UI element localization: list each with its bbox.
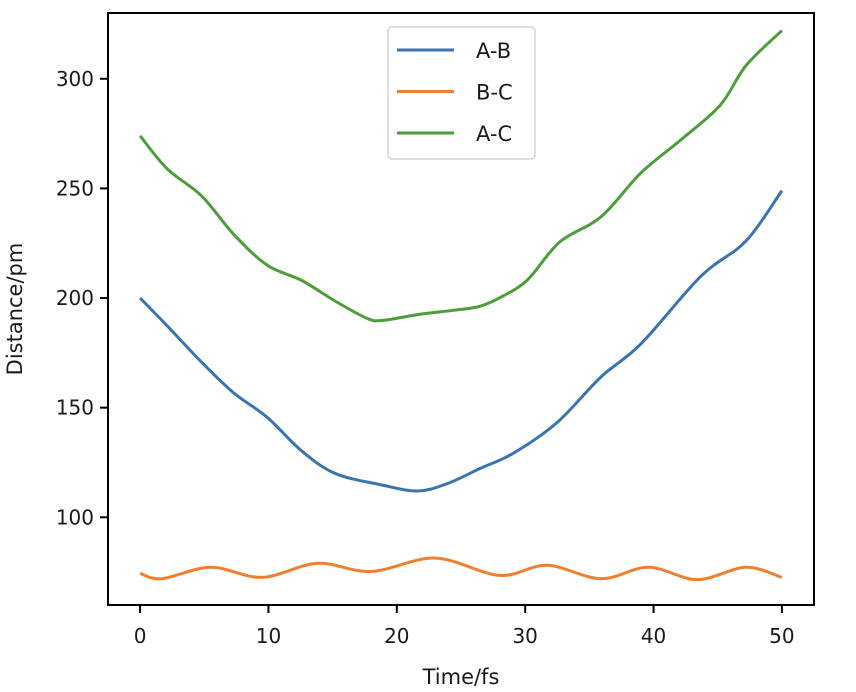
legend-label-b-c: B-C [476, 81, 513, 105]
x-tick-label: 30 [512, 624, 537, 648]
y-axis-label: Distance/pm [3, 243, 27, 376]
legend: A-B B-C A-C [387, 26, 536, 160]
x-tick-label: 10 [256, 624, 281, 648]
y-tick-label: 150 [56, 396, 94, 420]
x-tick-label: 40 [641, 624, 666, 648]
series-line-a-b [139, 189, 784, 493]
x-tick-label: 0 [134, 624, 147, 648]
series-line-a-c [138, 29, 783, 323]
y-tick-label: 250 [56, 176, 94, 200]
plot-lines [138, 29, 784, 582]
y-tick-label: 100 [56, 505, 94, 529]
series-line-b-c [139, 556, 783, 582]
x-tick-label: 50 [769, 624, 794, 648]
legend-label-a-c: A-C [476, 122, 512, 146]
y-axis: 100 150 200 250 300 [56, 67, 108, 529]
y-tick-label: 200 [56, 286, 94, 310]
y-tick-label: 300 [56, 67, 94, 91]
legend-label-a-b: A-B [476, 39, 511, 63]
x-axis: 0 10 20 30 40 50 [134, 605, 795, 648]
legend-frame [387, 26, 536, 160]
x-axis-label: Time/fs [422, 665, 500, 689]
x-tick-label: 20 [384, 624, 409, 648]
axes-frame [107, 12, 815, 606]
